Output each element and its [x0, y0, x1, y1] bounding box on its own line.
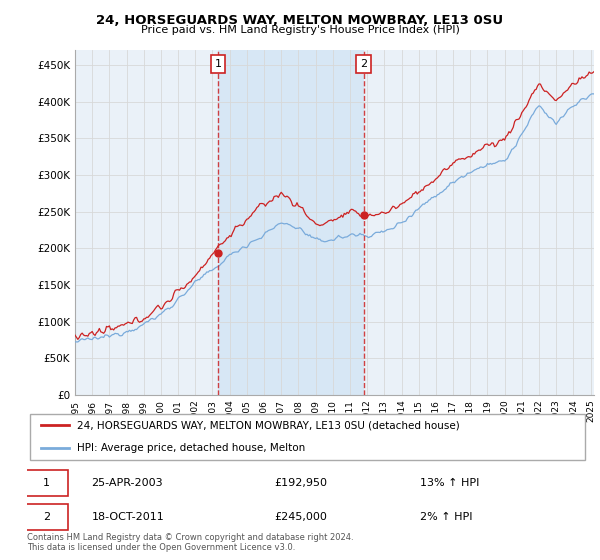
Text: HPI: Average price, detached house, Melton: HPI: Average price, detached house, Melt… [77, 444, 306, 454]
Text: 1: 1 [214, 59, 221, 69]
Bar [218, 50, 364, 395]
Text: 24, HORSEGUARDS WAY, MELTON MOWBRAY, LE13 0SU: 24, HORSEGUARDS WAY, MELTON MOWBRAY, LE1… [97, 14, 503, 27]
Text: 25-APR-2003: 25-APR-2003 [92, 478, 163, 488]
Text: 1: 1 [43, 478, 50, 488]
Text: £192,950: £192,950 [274, 478, 327, 488]
Text: 18-OCT-2011: 18-OCT-2011 [92, 512, 164, 522]
FancyBboxPatch shape [30, 414, 585, 460]
Text: £245,000: £245,000 [274, 512, 327, 522]
Text: 2% ↑ HPI: 2% ↑ HPI [420, 512, 472, 522]
FancyBboxPatch shape [26, 504, 68, 530]
Text: This data is licensed under the Open Government Licence v3.0.: This data is licensed under the Open Gov… [27, 543, 295, 552]
Text: 24, HORSEGUARDS WAY, MELTON MOWBRAY, LE13 0SU (detached house): 24, HORSEGUARDS WAY, MELTON MOWBRAY, LE1… [77, 420, 460, 430]
Text: Contains HM Land Registry data © Crown copyright and database right 2024.: Contains HM Land Registry data © Crown c… [27, 533, 353, 542]
Text: 2: 2 [360, 59, 367, 69]
FancyBboxPatch shape [26, 470, 68, 496]
Text: 2: 2 [43, 512, 50, 522]
Text: 13% ↑ HPI: 13% ↑ HPI [420, 478, 479, 488]
Text: Price paid vs. HM Land Registry's House Price Index (HPI): Price paid vs. HM Land Registry's House … [140, 25, 460, 35]
